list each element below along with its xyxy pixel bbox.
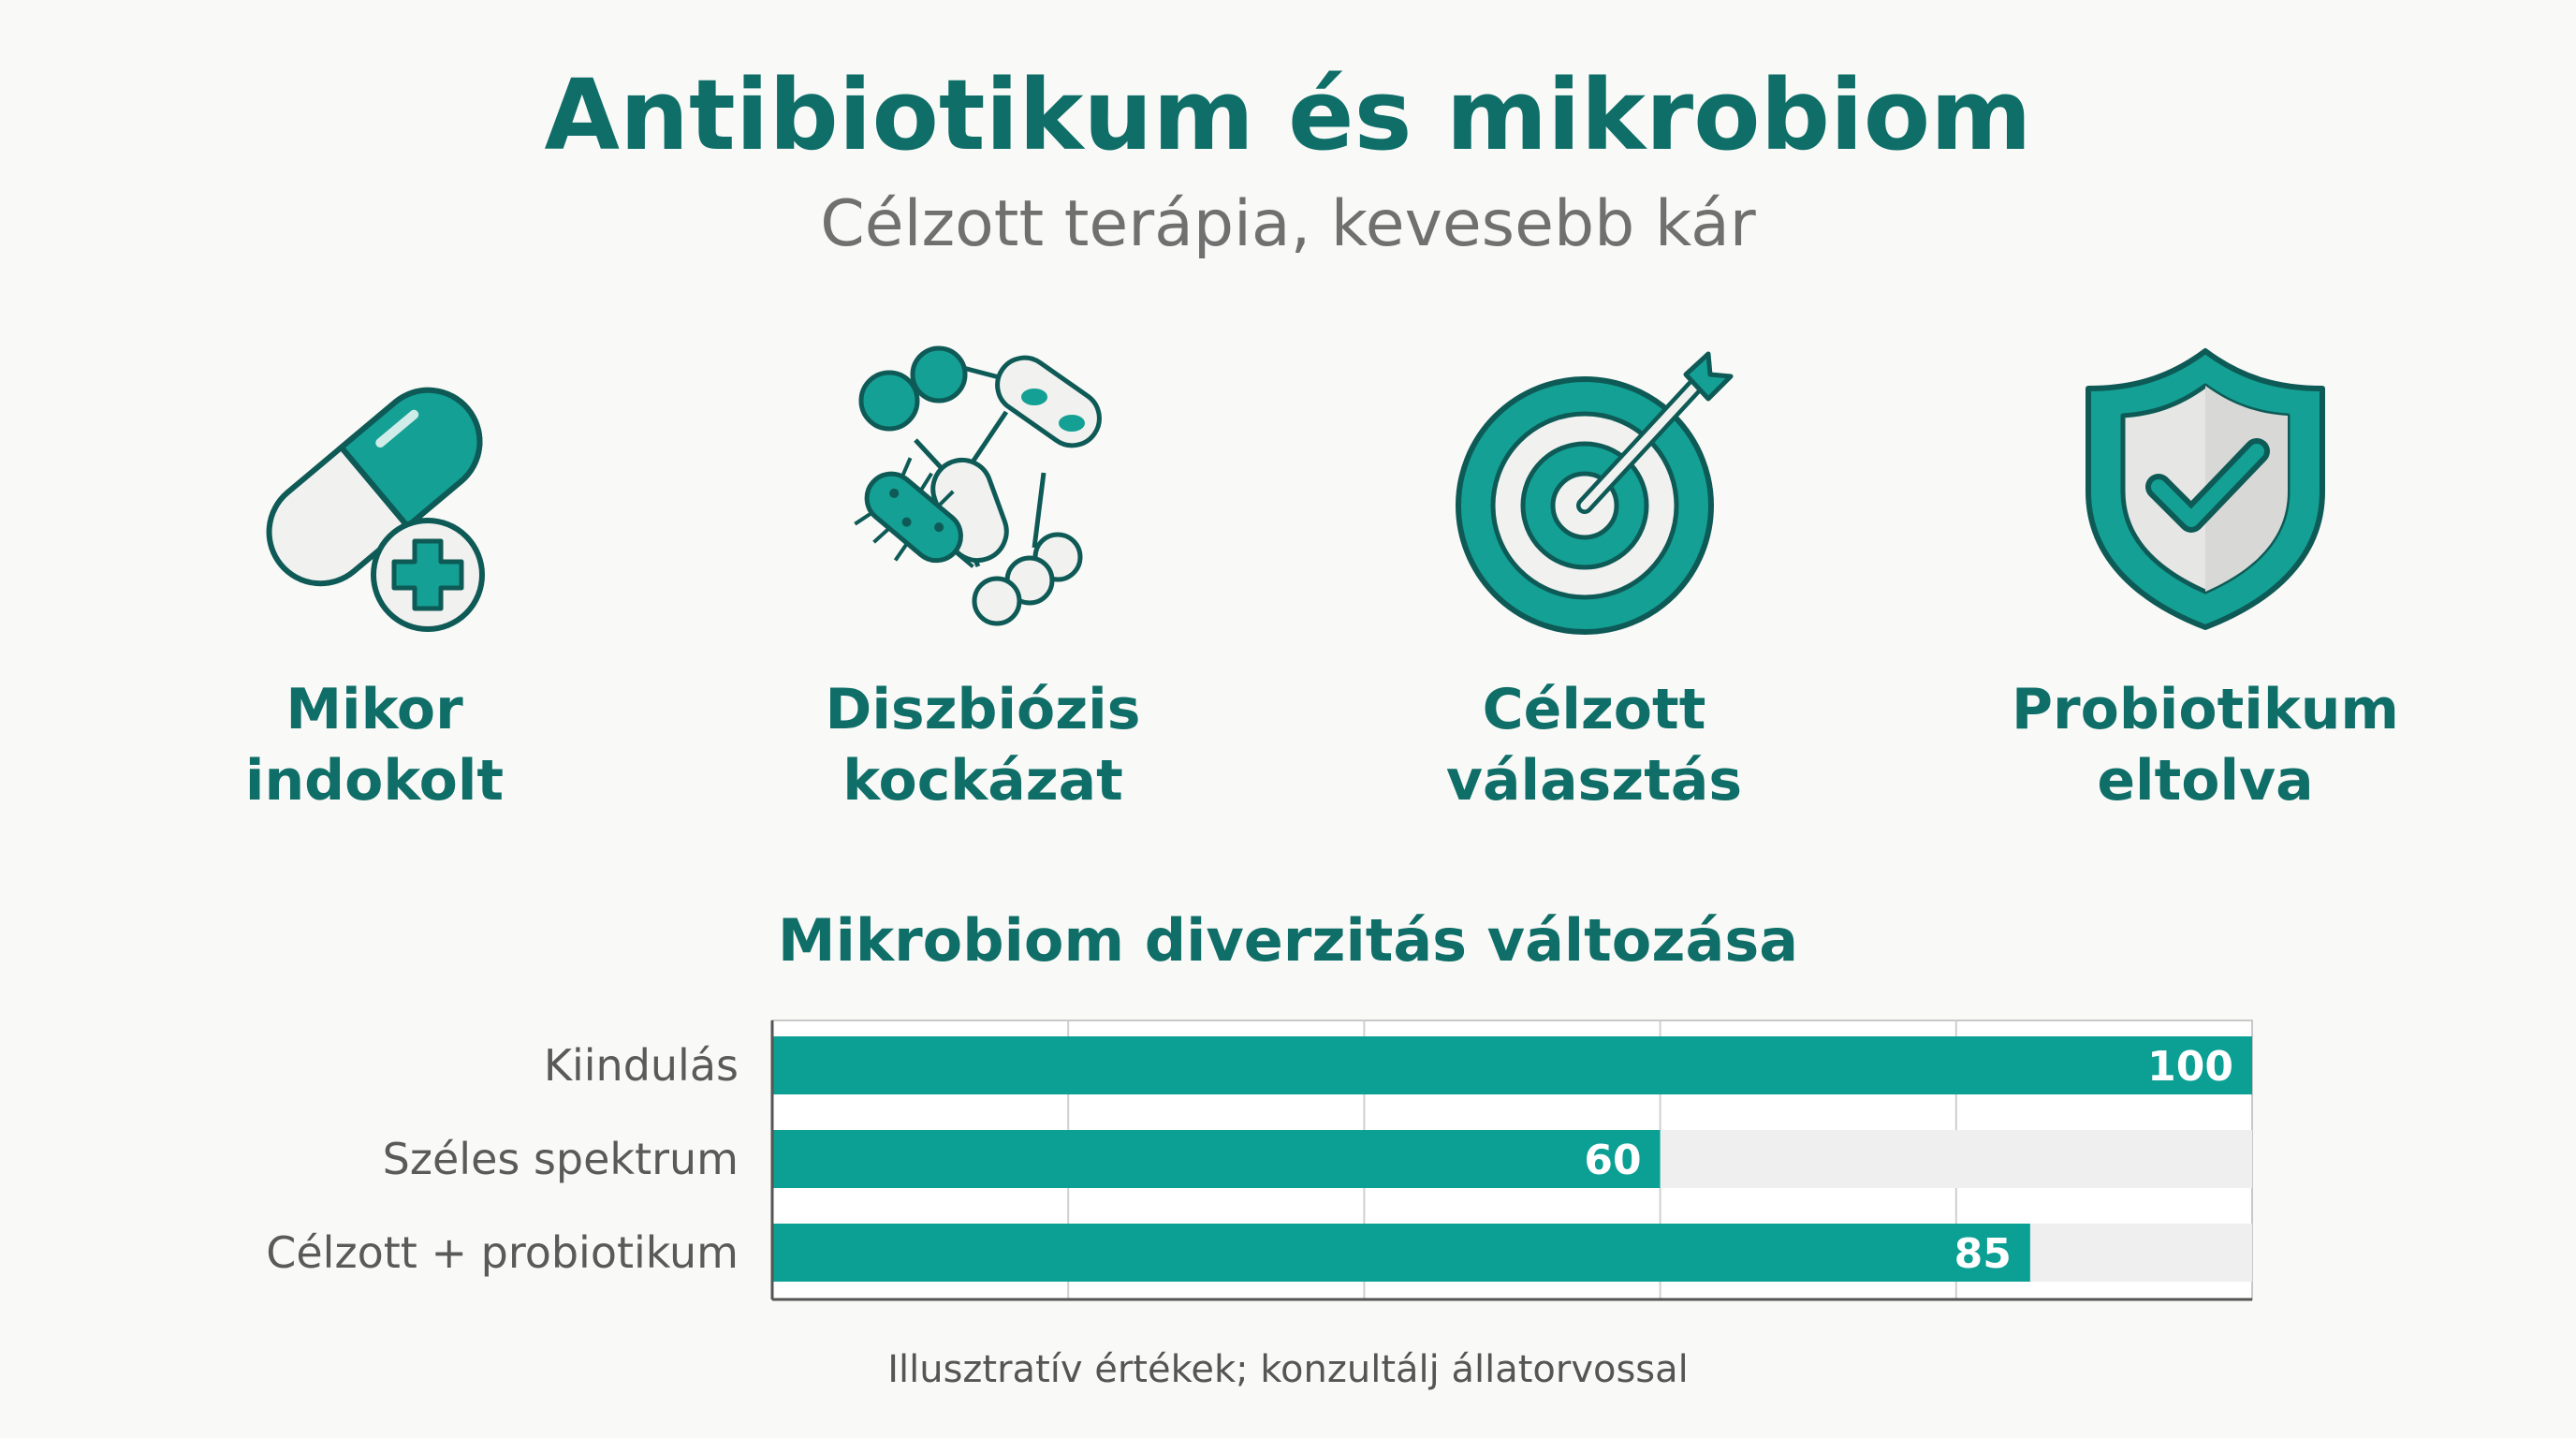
feature-label-line2: választás bbox=[1445, 748, 1743, 814]
data-label: 100 bbox=[2147, 1043, 2233, 1091]
category-label: Kiindulás bbox=[544, 1040, 739, 1091]
category-label: Célzott + probiotikum bbox=[266, 1227, 739, 1278]
feature-label-line1: Mikor bbox=[285, 677, 463, 742]
page-subtitle: Célzott terápia, kevesebb kár bbox=[820, 187, 1756, 261]
feature-label-line1: Diszbiózis bbox=[825, 677, 1141, 742]
feature-label-line2: kockázat bbox=[842, 748, 1123, 814]
bar bbox=[772, 1130, 1661, 1188]
target-arrow-icon bbox=[1456, 351, 1734, 635]
bar bbox=[772, 1224, 2030, 1282]
footnote: Illusztratív értékek; konzultálj állator… bbox=[887, 1348, 1689, 1391]
data-label: 85 bbox=[1954, 1230, 2012, 1278]
feature-justified: Mikor indokolt bbox=[131, 337, 618, 816]
data-label: 60 bbox=[1584, 1137, 1641, 1184]
shield-check-icon bbox=[2086, 348, 2325, 630]
bacteria-cluster-icon bbox=[854, 345, 1102, 626]
feature-label-line2: eltolva bbox=[2097, 748, 2314, 814]
category-label: Széles spektrum bbox=[383, 1134, 739, 1184]
chart-title: Mikrobiom diverzitás változása bbox=[777, 906, 1799, 975]
bar bbox=[772, 1036, 2252, 1094]
feature-label-line1: Célzott bbox=[1482, 677, 1706, 742]
feature-dysbiosis: Diszbiózis kockázat bbox=[739, 337, 1226, 816]
page-title: Antibiotikum és mikrobiom bbox=[544, 58, 2032, 172]
diversity-bar-chart: Kiindulás 100 Széles spektrum 60 Célzott + p… bbox=[266, 1020, 2253, 1301]
feature-targeted: Célzott választás bbox=[1351, 337, 1837, 816]
feature-label-line2: indokolt bbox=[244, 748, 505, 814]
feature-label-line1: Probiotikum bbox=[2012, 677, 2399, 742]
pill-plus-icon bbox=[266, 387, 485, 632]
feature-probiotic: Probiotikum eltolva bbox=[1962, 337, 2449, 816]
